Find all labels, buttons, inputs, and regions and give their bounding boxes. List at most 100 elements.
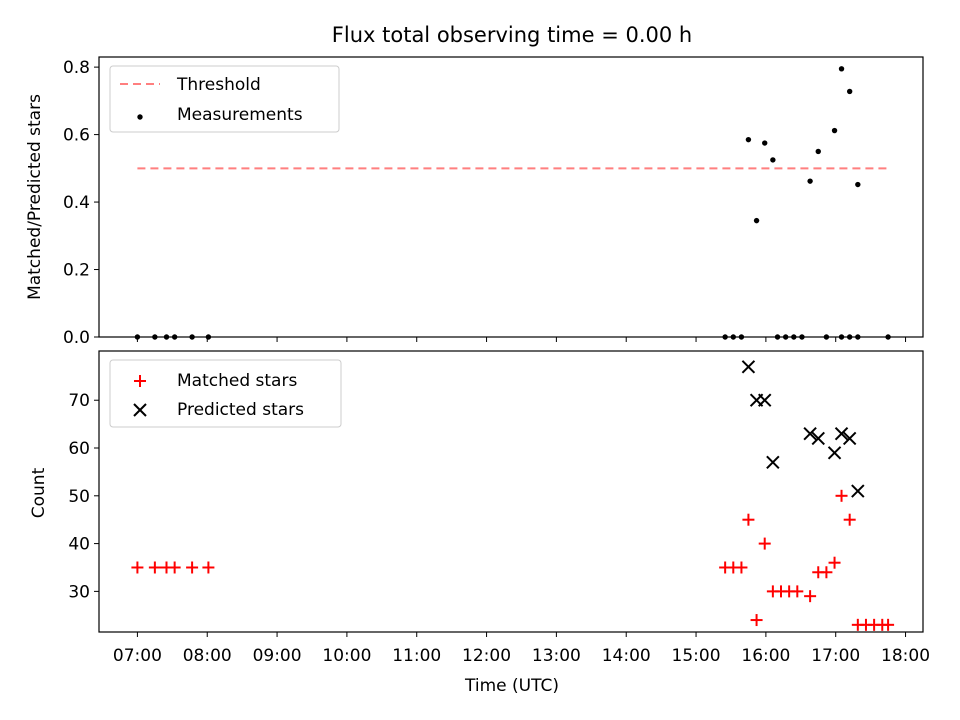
measurement-point [855, 181, 861, 188]
predicted-legend-label: Predicted stars [177, 400, 304, 420]
matched-point [820, 566, 833, 579]
bottom-y-axis: 30 40 50 60 70 [68, 391, 99, 602]
top-y-tick-label: 0.0 [63, 328, 90, 348]
matched-point [835, 489, 848, 502]
measurement-point [855, 334, 861, 340]
measurement-point [730, 334, 736, 340]
measurement-point [831, 127, 838, 134]
predicted-point [758, 393, 772, 407]
predicted-point [827, 446, 842, 460]
matched-point [742, 513, 755, 526]
matched-point [882, 618, 895, 631]
measurement-point [171, 334, 178, 340]
x-tick-label: 12:00 [462, 646, 511, 666]
predicted-legend-swatch [133, 403, 147, 417]
bottom-x-axis: 07:00 08:00 09:00 10:00 11:00 12:00 13:00 14:00… [113, 632, 930, 666]
x-tick-label: 10:00 [322, 646, 371, 666]
bottom-y-tick-label: 30 [68, 582, 90, 602]
measurement-point [745, 136, 752, 143]
predicted-point [766, 455, 780, 470]
measurement-point [846, 88, 853, 95]
measurement-point [152, 334, 158, 340]
measurement-point [838, 66, 845, 72]
bottom-legend: Matched stars Predicted stars [109, 359, 342, 428]
matched-point [750, 614, 763, 627]
x-tick-label: 17:00 [811, 646, 860, 666]
predicted-point [851, 484, 865, 498]
x-tick-label: 18:00 [881, 646, 930, 666]
matched-point [186, 561, 199, 574]
measurement-point [799, 334, 805, 340]
matched-point [843, 513, 856, 526]
top-axes-frame [98, 56, 924, 338]
top-x-ticks [136, 337, 907, 342]
predicted-point [741, 360, 756, 374]
threshold-legend-label: Threshold [176, 75, 261, 95]
matched-legend-swatch [134, 375, 146, 387]
predicted-point [834, 426, 849, 441]
x-tick-label: 08:00 [183, 646, 232, 666]
x-tick-label: 14:00 [602, 646, 651, 666]
matched-point [168, 561, 181, 574]
top-y-tick-label: 0.4 [63, 193, 90, 213]
measurements-series [134, 66, 891, 340]
predicted-stars-series [741, 360, 865, 498]
x-tick-label: 07:00 [113, 646, 162, 666]
measurements-legend-swatch [137, 114, 143, 120]
matched-point [758, 537, 771, 550]
measurement-point [791, 334, 797, 340]
x-axis-label: Time (UTC) [464, 676, 559, 696]
measurement-point [846, 334, 853, 340]
measurement-point [838, 334, 845, 340]
measurement-point [762, 140, 768, 146]
measurement-point [753, 217, 760, 224]
measurement-point [815, 148, 821, 155]
measurements-legend-label: Measurements [177, 105, 303, 125]
bottom-axes-frame [98, 350, 924, 633]
top-y-tick-label: 0.8 [63, 58, 90, 78]
bottom-legend-box [109, 359, 342, 428]
matched-point [735, 561, 748, 574]
matched-point [804, 590, 817, 603]
matched-point [828, 556, 841, 569]
measurement-point [205, 334, 212, 340]
matched-point [148, 561, 161, 574]
matched-legend-label: Matched stars [177, 371, 297, 391]
measurement-point [782, 334, 789, 340]
matched-point [202, 561, 215, 574]
x-tick-label: 16:00 [741, 646, 790, 666]
measurement-point [774, 334, 781, 340]
bottom-y-tick-label: 50 [68, 487, 90, 507]
bottom-panel: 30 40 50 60 70 07:00 08:00 09:00 10:00 11:00 12:0… [29, 350, 930, 696]
matched-point [791, 585, 804, 598]
top-y-axis: 0.0 0.2 0.4 0.6 0.8 [63, 58, 99, 348]
measurement-point [134, 334, 141, 340]
predicted-point [803, 426, 817, 441]
bottom-y-tick-label: 60 [68, 439, 90, 459]
top-y-tick-label: 0.6 [63, 126, 90, 146]
x-tick-label: 11:00 [392, 646, 441, 666]
measurement-point [885, 334, 891, 340]
chart-title: Flux total observing time = 0.00 h [332, 23, 692, 47]
measurement-point [823, 334, 830, 340]
bottom-ylabel: Count [29, 467, 49, 518]
predicted-point [842, 431, 857, 446]
measurement-point [722, 334, 728, 340]
measurement-point [738, 334, 745, 340]
top-y-tick-label: 0.2 [63, 261, 90, 281]
predicted-point [811, 431, 825, 446]
measurement-point [189, 334, 195, 340]
x-tick-label: 15:00 [672, 646, 721, 666]
measurement-point [807, 178, 813, 184]
top-legend: Threshold Measurements [109, 65, 340, 133]
bottom-y-tick-label: 70 [68, 391, 90, 411]
measurement-point [163, 334, 170, 340]
measurement-point [770, 157, 776, 163]
top-panel: 0.00.20.40.60.8 Matched/Predicted stars … [25, 56, 924, 348]
x-tick-label: 09:00 [253, 646, 302, 666]
top-ylabel: Matched/Predicted stars [25, 94, 45, 300]
x-tick-label: 13:00 [532, 646, 581, 666]
matched-point [131, 561, 144, 574]
bottom-y-tick-label: 40 [68, 535, 90, 555]
